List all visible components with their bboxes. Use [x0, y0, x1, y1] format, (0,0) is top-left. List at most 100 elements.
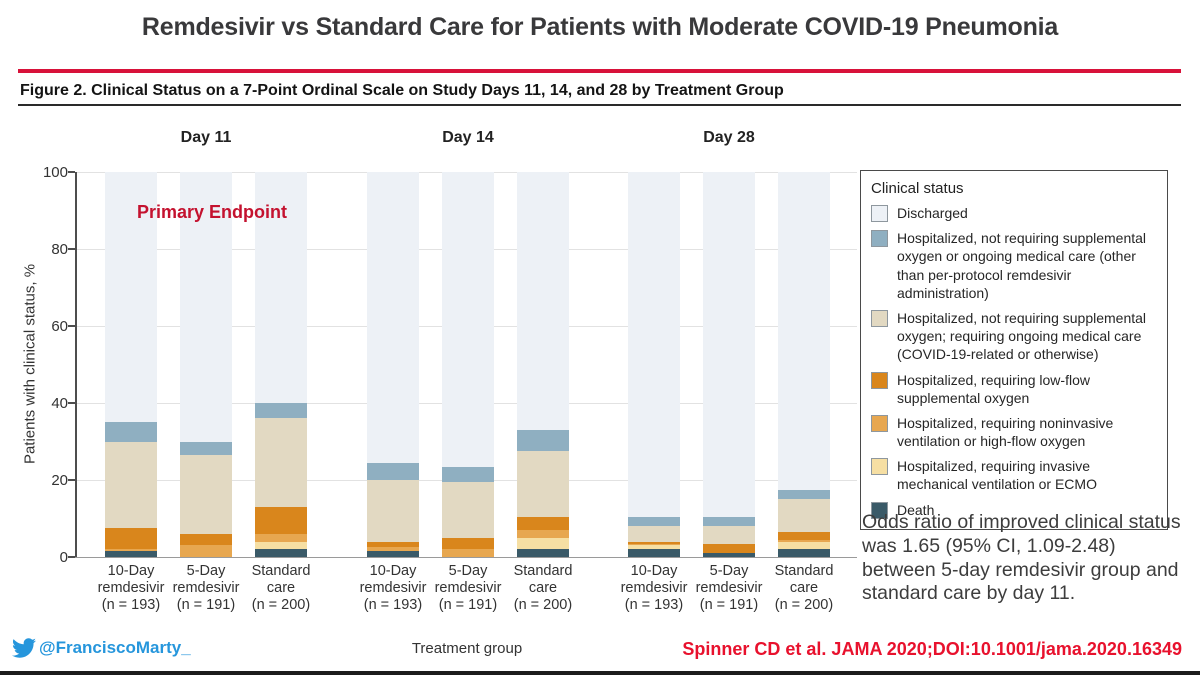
legend-label-discharged: Discharged: [897, 205, 968, 221]
bar-Day11-10-Day-remdesivir-segment-noninvasive_ventilation: [105, 549, 157, 552]
bar-Day11-Standard-care-segment-hospitalized_ongoing_care: [255, 418, 307, 507]
bar-Day14-5-Day-remdesivir-segment-hospitalized_no_care: [442, 466, 494, 482]
bar-Day11-Standard-care-segment-invasive_ventilation: [255, 541, 307, 550]
bar-Day14-5-Day-remdesivir-segment-hospitalized_ongoing_care: [442, 481, 494, 538]
caption-rule: [18, 104, 1181, 106]
x-axis-title: Treatment group: [411, 640, 523, 657]
bar-Day11-5-Day-remdesivir-segment-noninvasive_ventilation: [180, 545, 232, 557]
bar-Day14-10-Day-remdesivir-segment-hospitalized_no_care: [367, 462, 419, 480]
y-tick-80: [68, 248, 75, 250]
bar-Day28-10-Day-remdesivir-segment-invasive_ventilation: [628, 545, 680, 550]
y-tick-100: [68, 171, 75, 173]
group-header-day-14: Day 14: [442, 129, 494, 146]
legend-item-low_flow_oxygen: Hospitalized, requiring low-flow supplem…: [871, 371, 1157, 407]
bar-Day14-10-Day-remdesivir-segment-low_flow_oxygen: [367, 541, 419, 548]
legend-title: Clinical status: [871, 180, 964, 197]
x-tick-label-line: care: [528, 580, 558, 596]
y-tick-label-20: 20: [51, 472, 68, 489]
bar-Day11-Standard-care-segment-discharged: [255, 172, 307, 403]
bar-Day14-Standard-care-segment-invasive_ventilation: [517, 537, 569, 550]
x-tick-label-5-Day-remdesivir: 5-Day remdesivir (n = 191): [156, 563, 256, 614]
x-tick-label-line: Standard: [251, 563, 311, 579]
x-tick-label-line: 10-Day: [107, 563, 155, 579]
bar-Day28-Standard-care-segment-hospitalized_no_care: [778, 489, 830, 500]
x-tick-label-line: Standard: [774, 563, 834, 579]
x-tick-label-line: (n = 193): [101, 597, 161, 613]
y-tick-60: [68, 325, 75, 327]
legend-swatch-invasive_ventilation: [871, 458, 888, 476]
bar-Day14-Standard-care-segment-low_flow_oxygen: [517, 516, 569, 531]
bar-Day28-5-Day-remdesivir-segment-hospitalized_ongoing_care: [703, 526, 755, 544]
legend-swatch-hospitalized_ongoing_care: [871, 309, 888, 327]
bar-Day11-5-Day-remdesivir-segment-discharged: [180, 172, 232, 442]
x-tick-label-Standard-care: Standard care (n = 200): [493, 563, 593, 614]
bar-Day28-10-Day-remdesivir-segment-discharged: [628, 172, 680, 517]
bar-Day14-10-Day-remdesivir-segment-noninvasive_ventilation: [367, 547, 419, 552]
legend-label-invasive_ventilation: Hospitalized, requiring invasive mechani…: [897, 458, 1097, 493]
x-tick-label-line: remdesivir: [695, 580, 763, 596]
x-tick-label-5-Day-remdesivir: 5-Day remdesivir (n = 191): [418, 563, 518, 614]
legend-box: Clinical status Discharged Hospitalized, …: [860, 170, 1168, 530]
x-tick-label-line: care: [266, 580, 296, 596]
citation: Spinner CD et al. JAMA 2020;DOI:10.1001/…: [682, 639, 1182, 659]
x-tick-label-5-Day-remdesivir: 5-Day remdesivir (n = 191): [679, 563, 779, 614]
bar-Day14-5-Day-remdesivir-segment-low_flow_oxygen: [442, 537, 494, 550]
y-tick-label-80: 80: [51, 241, 68, 258]
bar-Day11-5-Day-remdesivir-segment-hospitalized_no_care: [180, 441, 232, 455]
figure-caption: Figure 2. Clinical Status on a 7-Point O…: [20, 82, 784, 99]
bar-Day14-Standard-care-segment-death: [517, 549, 569, 557]
legend-label-death: Death: [897, 501, 935, 518]
bar-Day14-5-Day-remdesivir-segment-noninvasive_ventilation: [442, 549, 494, 557]
x-tick-label-line: (n = 193): [363, 597, 423, 613]
x-tick-label-line: (n = 193): [624, 597, 684, 613]
legend-item-discharged: Discharged: [871, 204, 1157, 222]
bar-Day28-10-Day-remdesivir-segment-death: [628, 549, 680, 557]
bar-Day28-Standard-care-segment-hospitalized_ongoing_care: [778, 499, 830, 532]
x-tick-label-line: care: [789, 580, 819, 596]
legend-item-hospitalized_no_care: Hospitalized, not requiring supplemental…: [871, 229, 1157, 302]
x-tick-label-10-Day-remdesivir: 10-Day remdesivir (n = 193): [81, 563, 181, 614]
bar-Day14-Standard-care-segment-hospitalized_ongoing_care: [517, 451, 569, 517]
bar-Day28-Standard-care-segment-noninvasive_ventilation: [778, 539, 830, 542]
y-tick-0: [68, 556, 75, 558]
bar-Day11-Standard-care-segment-hospitalized_no_care: [255, 403, 307, 419]
bottom-border: [0, 671, 1200, 675]
y-tick-20: [68, 479, 75, 481]
twitter-handle: @FranciscoMarty_: [39, 638, 191, 657]
legend-label-low_flow_oxygen: Hospitalized, requiring low-flow supplem…: [897, 371, 1090, 406]
bar-Day28-Standard-care-segment-invasive_ventilation: [778, 541, 830, 550]
group-header-day-28: Day 28: [703, 129, 755, 146]
primary-endpoint-annotation: Primary Endpoint: [137, 202, 288, 222]
bar-Day11-10-Day-remdesivir-segment-hospitalized_no_care: [105, 422, 157, 442]
page-title: Remdesivir vs Standard Care for Patients…: [141, 13, 1059, 41]
bar-Day14-10-Day-remdesivir-segment-hospitalized_ongoing_care: [367, 480, 419, 542]
x-tick-label-line: (n = 200): [774, 597, 834, 613]
bar-Day28-5-Day-remdesivir-segment-discharged: [703, 172, 755, 517]
legend-label-noninvasive_ventilation: Hospitalized, requiring noninvasive vent…: [897, 414, 1114, 450]
x-tick-label-Standard-care: Standard care (n = 200): [754, 563, 854, 614]
x-tick-label-line: 10-Day: [369, 563, 417, 579]
legend-label-hospitalized_ongoing_care: Hospitalized, not requiring supplemental…: [897, 309, 1147, 363]
twitter-attribution: @FranciscoMarty_: [12, 636, 191, 660]
bar-Day11-10-Day-remdesivir-segment-death: [105, 551, 157, 557]
bar-Day14-Standard-care-segment-hospitalized_no_care: [517, 429, 569, 452]
bar-Day28-5-Day-remdesivir-segment-death: [703, 553, 755, 557]
legend-item-hospitalized_ongoing_care: Hospitalized, not requiring supplemental…: [871, 309, 1157, 364]
bar-Day28-10-Day-remdesivir-segment-noninvasive_ventilation: [628, 543, 680, 546]
x-tick-label-line: remdesivir: [97, 580, 165, 596]
title-accent-rule: [18, 69, 1181, 73]
bar-Day28-Standard-care-segment-death: [778, 549, 830, 557]
legend-swatch-hospitalized_no_care: [871, 230, 888, 248]
bar-Day28-5-Day-remdesivir-segment-hospitalized_no_care: [703, 516, 755, 527]
x-tick-label-line: 5-Day: [186, 563, 226, 579]
bar-Day14-Standard-care-segment-noninvasive_ventilation: [517, 530, 569, 538]
x-tick-label-line: 5-Day: [448, 563, 488, 579]
bar-Day14-Standard-care-segment-discharged: [517, 172, 569, 430]
legend-swatch-death: [871, 501, 888, 519]
x-tick-label-line: (n = 191): [176, 597, 236, 613]
y-axis-line: [75, 172, 77, 557]
bar-Day14-10-Day-remdesivir-segment-death: [367, 551, 419, 557]
y-tick-label-100: 100: [42, 164, 68, 181]
